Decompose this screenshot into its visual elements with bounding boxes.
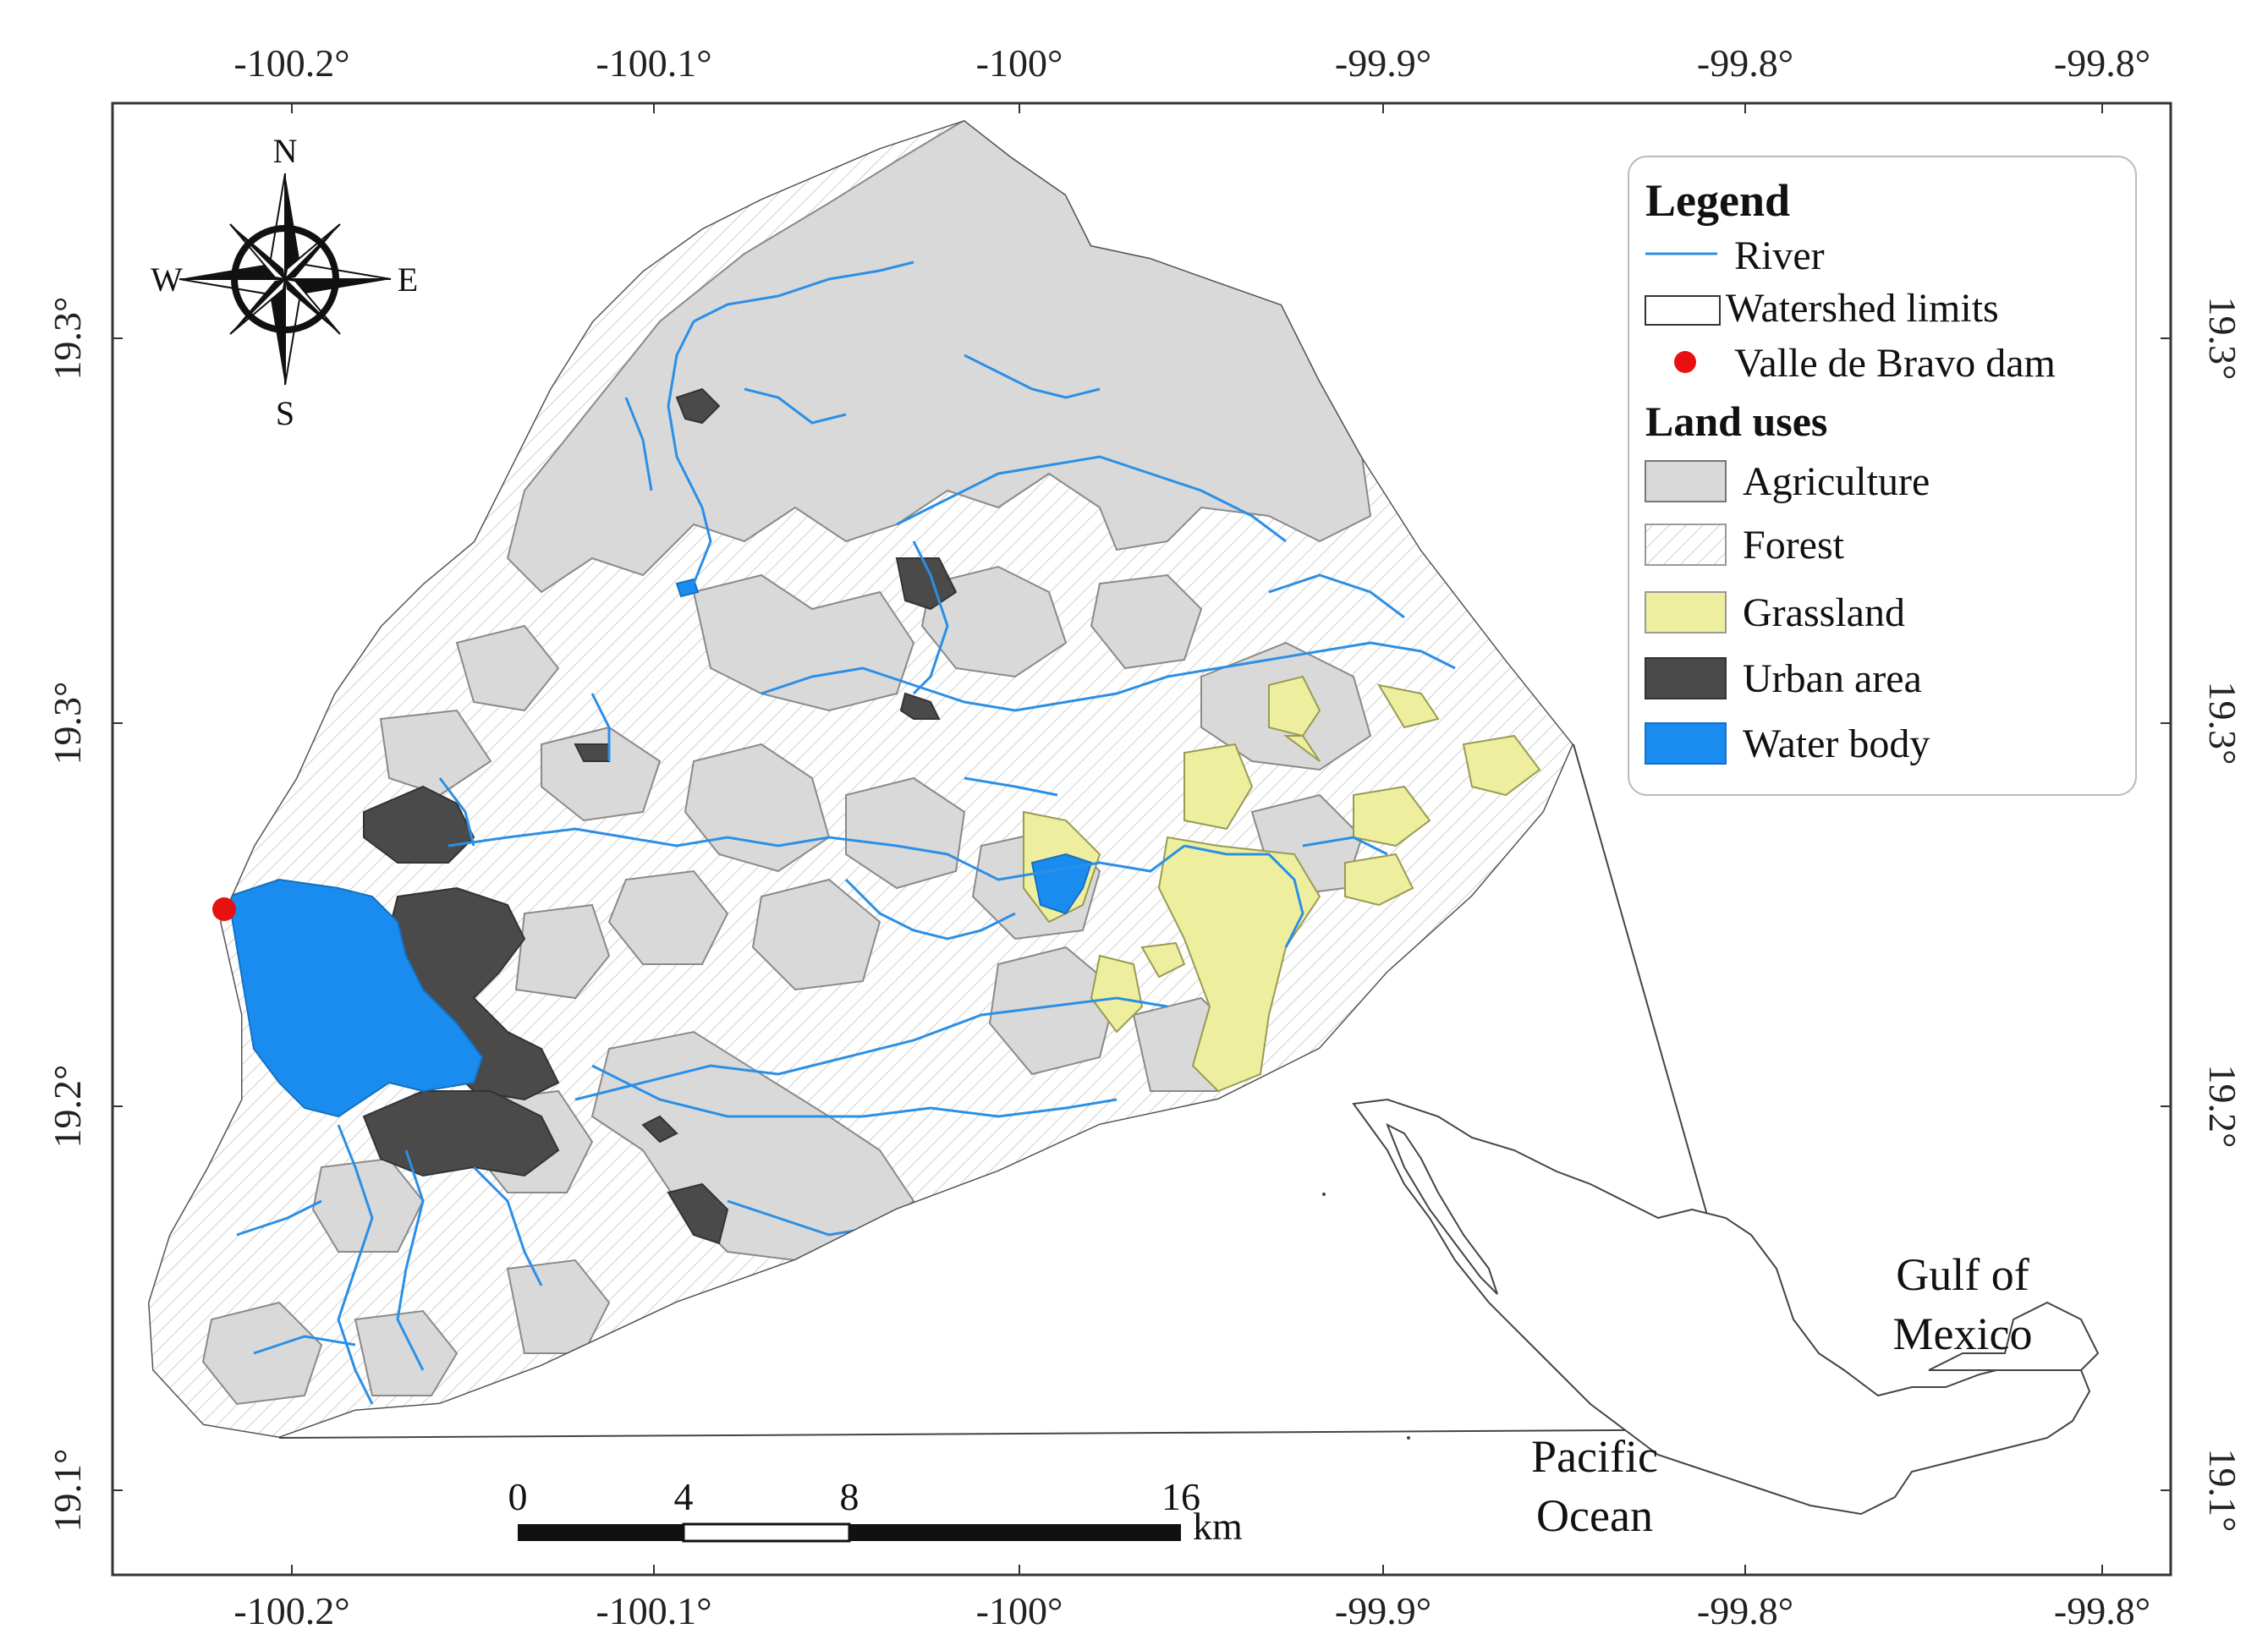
mexico-inset: Gulf of Mexico Pacific Ocean — [1322, 1098, 2100, 1541]
legend-watershed-label: Watershed limits — [1726, 286, 1999, 331]
legend-grassland-swatch — [1645, 591, 1727, 634]
scale-bar: 0 4 8 16 km — [508, 1475, 1244, 1548]
compass-e-label: E — [398, 261, 418, 299]
top-tick-label: -99.8° — [2054, 41, 2150, 85]
scale-label: 0 — [508, 1475, 528, 1518]
left-tick-label: 19.1° — [46, 1449, 89, 1533]
scale-segment — [682, 1522, 851, 1543]
top-tick-label: -100.1° — [596, 41, 711, 85]
legend-river-label: River — [1734, 233, 1825, 278]
scale-label: 4 — [674, 1475, 694, 1518]
bottom-tick-label: -100° — [976, 1589, 1063, 1632]
bottom-tick-label: -99.9° — [1335, 1589, 1431, 1632]
pacific-label-line2: Ocean — [1536, 1490, 1653, 1541]
scale-unit: km — [1193, 1505, 1243, 1548]
scale-segment — [518, 1524, 684, 1541]
island-dot — [1322, 1193, 1326, 1196]
legend-forest-swatch — [1645, 524, 1727, 566]
right-tick-label: 19.3° — [2201, 682, 2244, 765]
gulf-label-line2: Mexico — [1893, 1308, 2033, 1359]
left-tick-label: 19.2° — [46, 1065, 89, 1149]
gulf-label-line1: Gulf of — [1896, 1249, 2029, 1300]
left-tick-labels: 19.3° 19.3° 19.2° 19.1° — [46, 297, 89, 1533]
legend-urban-swatch — [1645, 657, 1727, 699]
bottom-tick-label: -99.8° — [2054, 1589, 2150, 1632]
top-tick-label: -99.9° — [1335, 41, 1431, 85]
right-tick-label: 19.1° — [2201, 1449, 2244, 1533]
top-tick-label: -100.2° — [233, 41, 349, 85]
island-dot — [1407, 1436, 1410, 1440]
watershed — [148, 120, 1573, 1438]
right-tick-label: 19.2° — [2201, 1065, 2244, 1149]
compass-rose: N S E W — [151, 132, 418, 432]
graticule-ticks — [113, 103, 2171, 1575]
legend-title: Legend — [1645, 175, 1790, 226]
urban-areas — [362, 387, 958, 1245]
legend-forest-label: Forest — [1743, 523, 1845, 568]
legend-watershed-swatch — [1645, 295, 1721, 326]
water-bodies — [227, 578, 1093, 1118]
legend-box — [1628, 156, 2137, 796]
legend-grassland-label: Grassland — [1743, 590, 1905, 635]
compass-n-label: N — [273, 132, 298, 170]
top-tick-labels: -100.2° -100.1° -100° -99.9° -99.8° -99.… — [233, 41, 2150, 85]
scale-segment — [849, 1524, 1181, 1541]
baja-california — [1386, 1122, 1498, 1295]
bottom-tick-label: -100.2° — [233, 1589, 349, 1632]
bottom-tick-label: -100.1° — [596, 1589, 711, 1632]
mexico-mainland — [1352, 1098, 2091, 1516]
right-tick-label: 19.3° — [2201, 297, 2244, 381]
yucatan-peninsula — [1928, 1301, 2100, 1371]
left-tick-label: 19.3° — [46, 297, 89, 381]
scale-label: 8 — [840, 1475, 859, 1518]
legend-agriculture-swatch — [1645, 460, 1727, 502]
bottom-tick-label: -99.8° — [1697, 1589, 1793, 1632]
dam-marker — [212, 897, 236, 921]
legend-water-label: Water body — [1743, 721, 1930, 766]
watershed-limit — [148, 120, 1573, 1438]
top-tick-label: -99.8° — [1697, 41, 1793, 85]
legend-agriculture-label: Agriculture — [1743, 459, 1930, 504]
legend-landuse-title: Land uses — [1645, 398, 1827, 445]
left-tick-label: 19.3° — [46, 682, 89, 765]
compass-s-label: S — [276, 394, 294, 432]
scale-label: 16 — [1161, 1475, 1200, 1518]
top-tick-label: -100° — [976, 41, 1063, 85]
right-tick-labels: 19.3° 19.3° 19.2° 19.1° — [2201, 297, 2244, 1533]
bottom-tick-labels: -100.2° -100.1° -100° -99.9° -99.8° -99.… — [233, 1589, 2150, 1632]
legend-dam-swatch — [1674, 351, 1696, 373]
legend-water-swatch — [1645, 722, 1727, 765]
legend: Legend River Watershed limits Valle de B… — [1628, 156, 2137, 796]
legend-urban-label: Urban area — [1743, 656, 1922, 701]
legend-dam-label: Valle de Bravo dam — [1734, 341, 2056, 386]
compass-w-label: W — [151, 261, 183, 299]
pacific-label-line1: Pacific — [1531, 1431, 1658, 1482]
